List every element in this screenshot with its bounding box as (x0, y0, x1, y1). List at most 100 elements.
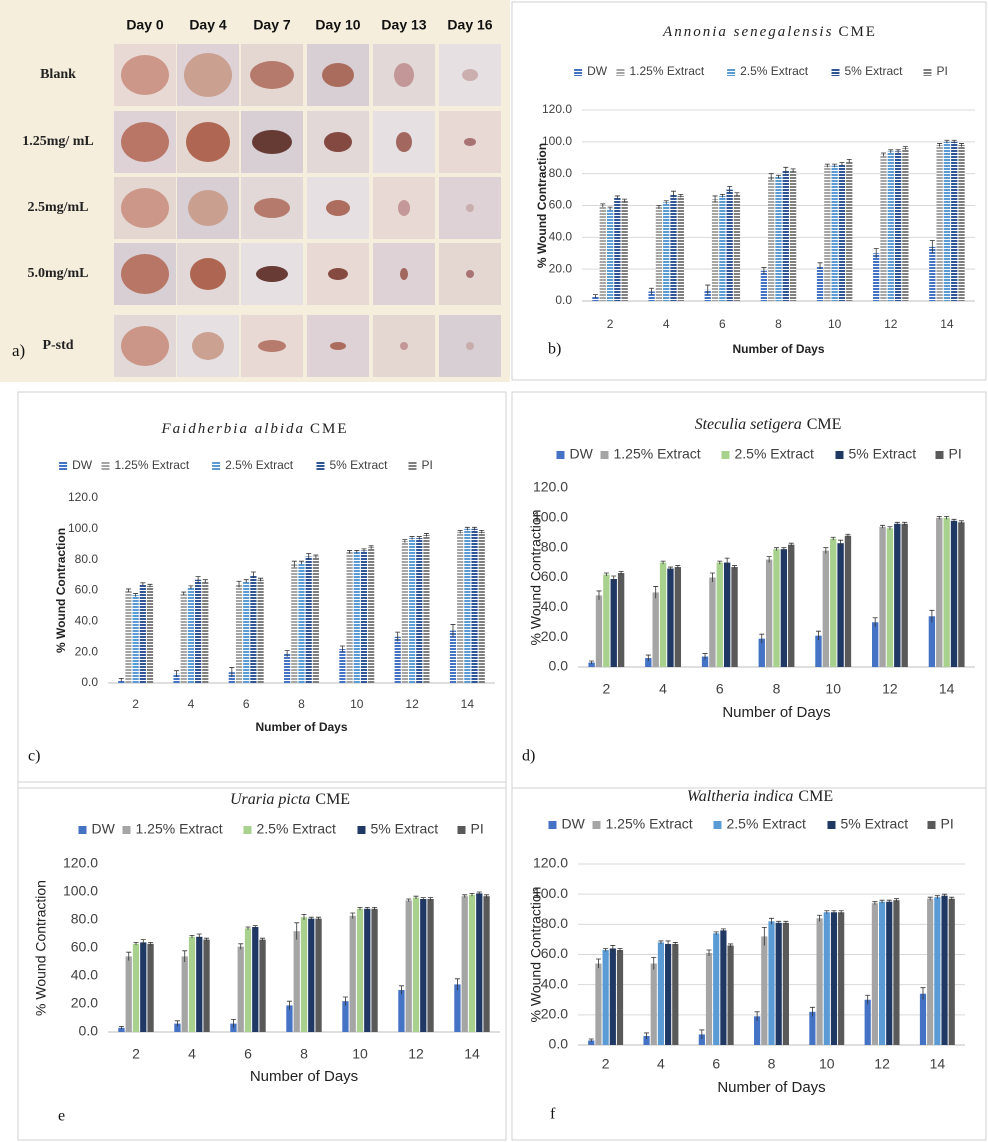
legend-label: 5% Extract (371, 821, 439, 837)
wound (462, 69, 478, 81)
bar (837, 543, 843, 667)
x-tick-label: 14 (461, 697, 475, 711)
legend-swatch (714, 821, 722, 829)
y-axis-title: % Wound Contraction (528, 510, 544, 646)
bar (920, 994, 926, 1045)
bar (865, 1000, 871, 1045)
x-tick-label: 2 (607, 317, 614, 331)
bar (846, 161, 852, 301)
bar (893, 900, 899, 1045)
bar (824, 166, 830, 301)
x-tick-label: 10 (352, 1046, 368, 1062)
y-tick-label: 20.0 (541, 1006, 568, 1022)
y-axis-title: % Wound Contraction (528, 887, 544, 1023)
wound (254, 198, 290, 218)
bar (133, 595, 139, 683)
column-header: Day 13 (381, 17, 426, 33)
chart-title: Faidherbia albidaCME (160, 421, 348, 437)
x-tick-label: 2 (132, 1046, 140, 1062)
bar (670, 194, 676, 301)
legend-label: 2.5% Extract (225, 458, 294, 472)
bar (678, 196, 684, 301)
legend-swatch (549, 821, 557, 829)
bar (409, 538, 415, 683)
bar (824, 912, 830, 1045)
bar (476, 893, 482, 1032)
panel-label: f (550, 1106, 556, 1123)
bar (672, 944, 678, 1045)
legend-swatch (601, 451, 609, 459)
wound (326, 200, 350, 216)
bar (768, 921, 774, 1045)
legend-swatch (722, 451, 730, 459)
bar (354, 552, 360, 683)
legend-swatch (458, 826, 466, 834)
bar (364, 909, 370, 1032)
bar (420, 899, 426, 1032)
y-tick-label: 120.0 (68, 490, 98, 504)
legend-label: DW (570, 446, 594, 462)
legend-swatch (79, 826, 87, 834)
bar (595, 964, 601, 1045)
bar (291, 564, 297, 683)
legend-label: 1.25% Extract (606, 816, 693, 832)
bar (706, 953, 712, 1045)
bar (734, 194, 740, 301)
x-tick-label: 10 (828, 317, 842, 331)
legend-label: PI (949, 446, 962, 462)
wound (121, 188, 169, 228)
bar (887, 528, 893, 667)
x-tick-label: 4 (188, 697, 195, 711)
bar (308, 919, 314, 1032)
chart-title: Waltheria indicaCME (687, 788, 833, 805)
bar (817, 266, 823, 301)
bar (894, 524, 900, 667)
figure: Day 0Day 4Day 7Day 10Day 13Day 16Blank1.… (0, 0, 988, 1142)
bar (471, 529, 477, 683)
panel-label: a) (12, 341, 25, 360)
bar (958, 145, 964, 301)
bar (773, 549, 779, 667)
wound (400, 268, 408, 280)
x-tick-label: 8 (298, 697, 305, 711)
bar (371, 909, 377, 1032)
bar (658, 942, 664, 1045)
bar (483, 896, 489, 1032)
bar (958, 522, 964, 667)
y-tick-label: 40.0 (549, 230, 573, 244)
bar (936, 518, 942, 667)
legend-swatch (102, 462, 110, 470)
x-axis-title: Number of Days (255, 720, 347, 734)
wound (324, 132, 352, 152)
bar (182, 956, 188, 1032)
row-label: Blank (40, 67, 76, 82)
bar (181, 594, 187, 683)
legend-swatch (593, 821, 601, 829)
legend-swatch (574, 68, 582, 76)
legend-label: 1.25% Extract (115, 458, 190, 472)
bar (294, 931, 300, 1032)
bar (731, 567, 737, 667)
legend-swatch (557, 451, 565, 459)
bar (406, 900, 412, 1032)
legend-label: 1.25% Extract (630, 64, 705, 78)
bar (761, 271, 767, 301)
bar (188, 587, 194, 683)
bar (815, 636, 821, 667)
bar (929, 616, 935, 667)
bar (315, 919, 321, 1032)
x-tick-label: 8 (768, 1056, 776, 1072)
bar (618, 573, 624, 667)
legend-label: PI (941, 816, 954, 832)
x-tick-label: 14 (930, 1056, 946, 1072)
legend-label: PI (471, 821, 484, 837)
y-tick-label: 40.0 (541, 598, 568, 614)
panel-label: c) (28, 748, 40, 765)
x-tick-label: 4 (659, 681, 667, 697)
panel-b-frame (512, 2, 986, 380)
title-species: Annonia senegalensis (662, 24, 833, 40)
title-species: Steculia setigera (695, 416, 802, 433)
legend-swatch (936, 451, 944, 459)
wound (464, 138, 476, 146)
